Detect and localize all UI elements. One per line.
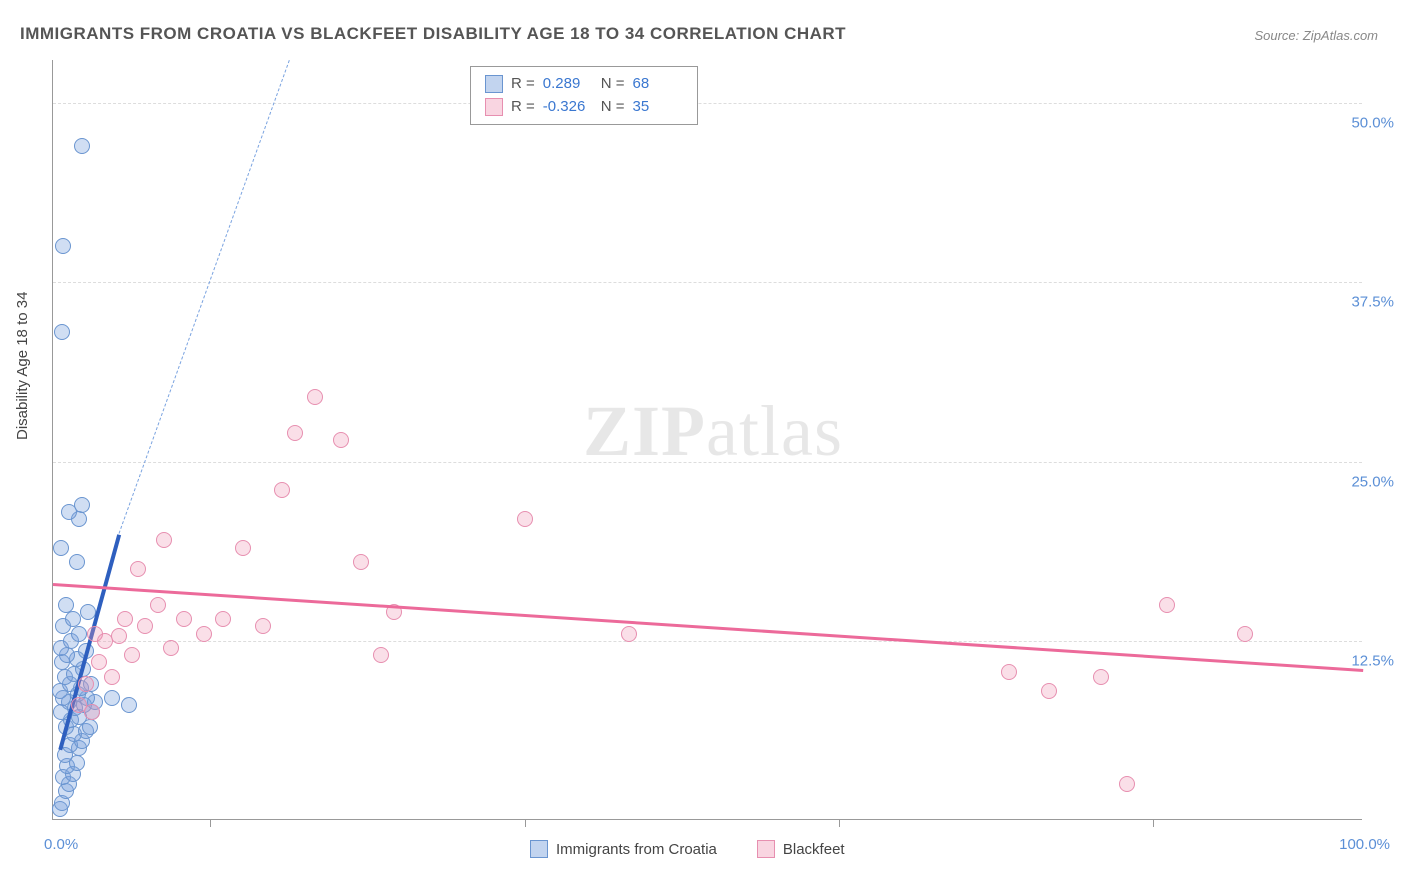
data-point (1041, 683, 1057, 699)
gridline-h (53, 462, 1362, 463)
y-tick-label: 50.0% (1351, 115, 1394, 132)
r-value: 0.289 (543, 73, 593, 96)
n-value: 35 (633, 96, 683, 119)
data-point (621, 626, 637, 642)
data-point (373, 647, 389, 663)
data-point (104, 690, 120, 706)
data-point (255, 618, 271, 634)
series-legend: Immigrants from Croatia Blackfeet (530, 840, 845, 858)
legend-item: Immigrants from Croatia (530, 840, 717, 858)
data-point (1237, 626, 1253, 642)
data-point (117, 611, 133, 627)
data-point (517, 511, 533, 527)
data-point (287, 425, 303, 441)
data-point (78, 676, 94, 692)
legend-swatch (485, 75, 503, 93)
chart-title: IMMIGRANTS FROM CROATIA VS BLACKFEET DIS… (20, 24, 846, 44)
legend-swatch (530, 840, 548, 858)
legend-swatch (485, 98, 503, 116)
y-tick-label: 25.0% (1351, 473, 1394, 490)
data-point (1119, 776, 1135, 792)
n-label: N = (601, 73, 625, 96)
data-point (69, 554, 85, 570)
data-point (333, 432, 349, 448)
data-point (353, 554, 369, 570)
n-label: N = (601, 96, 625, 119)
source-credit: Source: ZipAtlas.com (1254, 28, 1378, 43)
data-point (74, 497, 90, 513)
data-point (130, 561, 146, 577)
data-point (1001, 664, 1017, 680)
legend-label: Immigrants from Croatia (556, 841, 717, 858)
x-tick-min: 0.0% (44, 836, 78, 853)
data-point (65, 611, 81, 627)
data-point (55, 238, 71, 254)
data-point (307, 389, 323, 405)
x-tick (525, 819, 526, 827)
data-point (54, 324, 70, 340)
data-point (53, 540, 69, 556)
data-point (176, 611, 192, 627)
data-point (124, 647, 140, 663)
x-tick (210, 819, 211, 827)
data-point (196, 626, 212, 642)
stats-legend: R = 0.289 N = 68 R = -0.326 N = 35 (470, 66, 698, 125)
gridline-h (53, 282, 1362, 283)
data-point (137, 618, 153, 634)
scatter-plot-area: ZIPatlas (52, 60, 1362, 820)
data-point (235, 540, 251, 556)
x-tick-max: 100.0% (1339, 836, 1390, 853)
data-point (58, 597, 74, 613)
trend-line (118, 60, 289, 534)
data-point (150, 597, 166, 613)
gridline-h (53, 641, 1362, 642)
r-value: -0.326 (543, 96, 593, 119)
gridline-h (53, 103, 1362, 104)
data-point (274, 482, 290, 498)
data-point (71, 626, 87, 642)
data-point (91, 654, 107, 670)
data-point (74, 138, 90, 154)
data-point (163, 640, 179, 656)
data-point (111, 628, 127, 644)
x-tick (1153, 819, 1154, 827)
data-point (215, 611, 231, 627)
y-tick-label: 37.5% (1351, 294, 1394, 311)
n-value: 68 (633, 73, 683, 96)
data-point (1093, 669, 1109, 685)
legend-label: Blackfeet (783, 841, 845, 858)
data-point (156, 532, 172, 548)
data-point (121, 697, 137, 713)
data-point (84, 704, 100, 720)
data-point (104, 669, 120, 685)
y-axis-label: Disability Age 18 to 34 (14, 292, 31, 440)
data-point (1159, 597, 1175, 613)
legend-row: R = 0.289 N = 68 (485, 73, 683, 96)
r-label: R = (511, 96, 535, 119)
y-tick-label: 12.5% (1351, 652, 1394, 669)
legend-row: R = -0.326 N = 35 (485, 96, 683, 119)
x-tick (839, 819, 840, 827)
r-label: R = (511, 73, 535, 96)
legend-swatch (757, 840, 775, 858)
legend-item: Blackfeet (757, 840, 845, 858)
